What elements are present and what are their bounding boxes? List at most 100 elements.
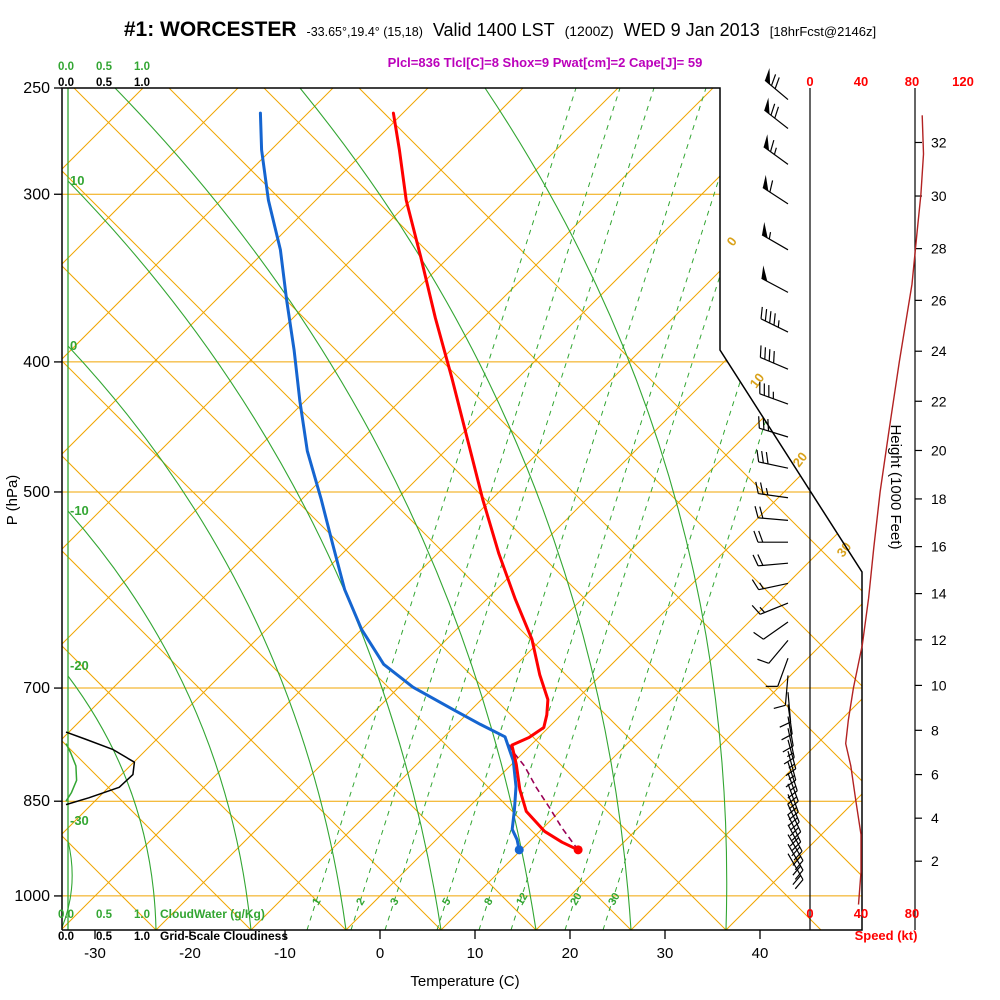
surface-dewpoint-dot xyxy=(514,845,524,855)
valid-time: Valid 1400 LST xyxy=(432,20,555,40)
dry-adiabat-line xyxy=(263,88,862,930)
adiabat-label-left: 10 xyxy=(70,173,84,188)
wind-barb xyxy=(751,579,789,591)
height-tick-label: 22 xyxy=(931,393,947,409)
wind-barb xyxy=(757,639,789,664)
adiabat-label-right: 0 xyxy=(724,234,740,249)
valid-zulu: (1200Z) xyxy=(564,23,614,39)
pressure-tick-label: 250 xyxy=(23,80,50,97)
speed-axis-label: Speed (kt) xyxy=(855,928,918,943)
height-tick-label: 18 xyxy=(931,491,947,507)
mixing-ratio-label: 12 xyxy=(514,891,531,908)
isotherm-line xyxy=(62,88,524,930)
moist-adiabat-line xyxy=(484,88,728,930)
plot-frame xyxy=(61,87,863,931)
temp-tick-label: 10 xyxy=(467,945,484,962)
wind-barb xyxy=(787,772,799,810)
cloudiness-tick-top: 0.0 xyxy=(58,77,74,89)
cloudwater-tick-bottom: 0.5 xyxy=(96,909,113,921)
grid-layer xyxy=(62,88,862,930)
wind-barb xyxy=(755,481,789,499)
isotherm-line xyxy=(62,88,619,930)
mixing-ratio-label: 8 xyxy=(482,896,495,907)
dry-adiabat-line xyxy=(62,88,822,930)
height-tick-label: 10 xyxy=(931,677,947,693)
height-tick-label: 32 xyxy=(931,134,947,150)
cloudwater-axis-label: CloudWater (g/Kg) xyxy=(160,907,265,921)
speed-tick-label-bottom: 40 xyxy=(854,906,868,921)
mixing-ratio-line xyxy=(384,88,655,930)
dry-adiabat-line xyxy=(168,88,862,930)
temp-tick-label: 30 xyxy=(657,945,674,962)
adiabat-label-right: 30 xyxy=(834,539,855,560)
adiabat-label-left: -10 xyxy=(70,503,89,518)
mixing-ratio-label: 1 xyxy=(310,896,323,907)
cloudwater-tick-top: 1.0 xyxy=(134,61,150,73)
height-tick-label: 24 xyxy=(931,343,947,359)
temp-tick-label: 20 xyxy=(562,945,579,962)
mixing-ratio-label: 3 xyxy=(388,896,401,907)
mixing-ratio-line xyxy=(306,88,577,930)
adiabat-label-right: 20 xyxy=(790,449,811,470)
moist-adiabat-line xyxy=(62,840,73,930)
speed-tick-label-top: 40 xyxy=(854,74,868,89)
wind-barb xyxy=(751,602,789,615)
parcel-curve xyxy=(504,737,579,851)
dry-adiabat-line xyxy=(73,88,862,930)
station-title: #1: WORCESTER xyxy=(123,18,297,41)
pressure-tick-label: 500 xyxy=(23,484,50,501)
wind-barb xyxy=(761,222,789,251)
height-tick-label: 2 xyxy=(931,853,939,869)
wind-barb xyxy=(787,783,799,821)
temp-tick-label: -10 xyxy=(274,945,296,962)
dry-adiabat-line xyxy=(62,88,442,930)
wind-barb xyxy=(763,97,789,129)
wind-barb xyxy=(787,804,802,841)
isotherm-line xyxy=(345,88,862,930)
cloudiness-tick-bottom: 0.0 xyxy=(58,931,74,943)
dry-adiabat-line xyxy=(358,88,862,930)
wind-barb xyxy=(762,174,789,205)
wind-barb xyxy=(754,506,789,521)
isotherm-line xyxy=(62,88,809,930)
isotherm-line xyxy=(630,88,862,930)
speed-tick-label-bottom: 0 xyxy=(806,906,813,921)
cloudwater-tick-top: 0.0 xyxy=(58,61,74,73)
cloudwater-tick-top: 0.5 xyxy=(96,61,113,73)
moist-adiabat-line xyxy=(67,675,157,930)
forecast-lead-info: [18hrFcst@2146z] xyxy=(769,24,877,39)
mixing-ratio-label: 20 xyxy=(568,891,585,908)
moist-adiabat-line xyxy=(67,510,252,930)
moist-adiabat-line xyxy=(114,88,537,930)
wind-barb xyxy=(782,716,794,753)
wind-barb xyxy=(753,530,788,543)
dry-adiabat-line xyxy=(62,88,347,930)
stability-indices: Plcl=836 Tlcl[C]=8 Shox=9 Pwat[cm]=2 Cap… xyxy=(387,55,703,70)
wind-barb xyxy=(764,68,789,101)
speed-tick-label-bottom: 80 xyxy=(905,906,919,921)
moist-adiabat-line xyxy=(67,180,442,930)
wind-barb xyxy=(763,134,789,165)
speed-tick-label-top: 120 xyxy=(952,74,974,89)
speed-tick-label-top: 0 xyxy=(806,74,813,89)
valid-date: WED 9 Jan 2013 xyxy=(623,20,760,40)
adiabat-label-left: 0 xyxy=(70,338,77,353)
moist-adiabat-line xyxy=(299,88,632,930)
dewpoint-curve xyxy=(258,111,521,852)
wind-barb xyxy=(783,728,795,765)
height-tick-label: 6 xyxy=(931,767,939,783)
isotherm-line xyxy=(62,88,862,930)
adiabat-label-left: -30 xyxy=(70,813,89,828)
wind-barb xyxy=(761,265,789,293)
mixing-ratio-line xyxy=(510,88,781,930)
wind-barb xyxy=(787,853,804,890)
height-tick-label: 26 xyxy=(931,292,947,308)
height-tick-label: 12 xyxy=(931,632,947,648)
isotherm-line xyxy=(440,88,862,930)
adiabat-label-left: -20 xyxy=(70,658,89,673)
mixing-ratio-line xyxy=(602,88,862,930)
wind-barb xyxy=(779,692,792,728)
wind-barb xyxy=(758,416,789,438)
cloudwater-curve xyxy=(65,743,78,802)
title-bar: #1: WORCESTER -33.65°,19.4° (15,18) Valid … xyxy=(0,18,1000,42)
